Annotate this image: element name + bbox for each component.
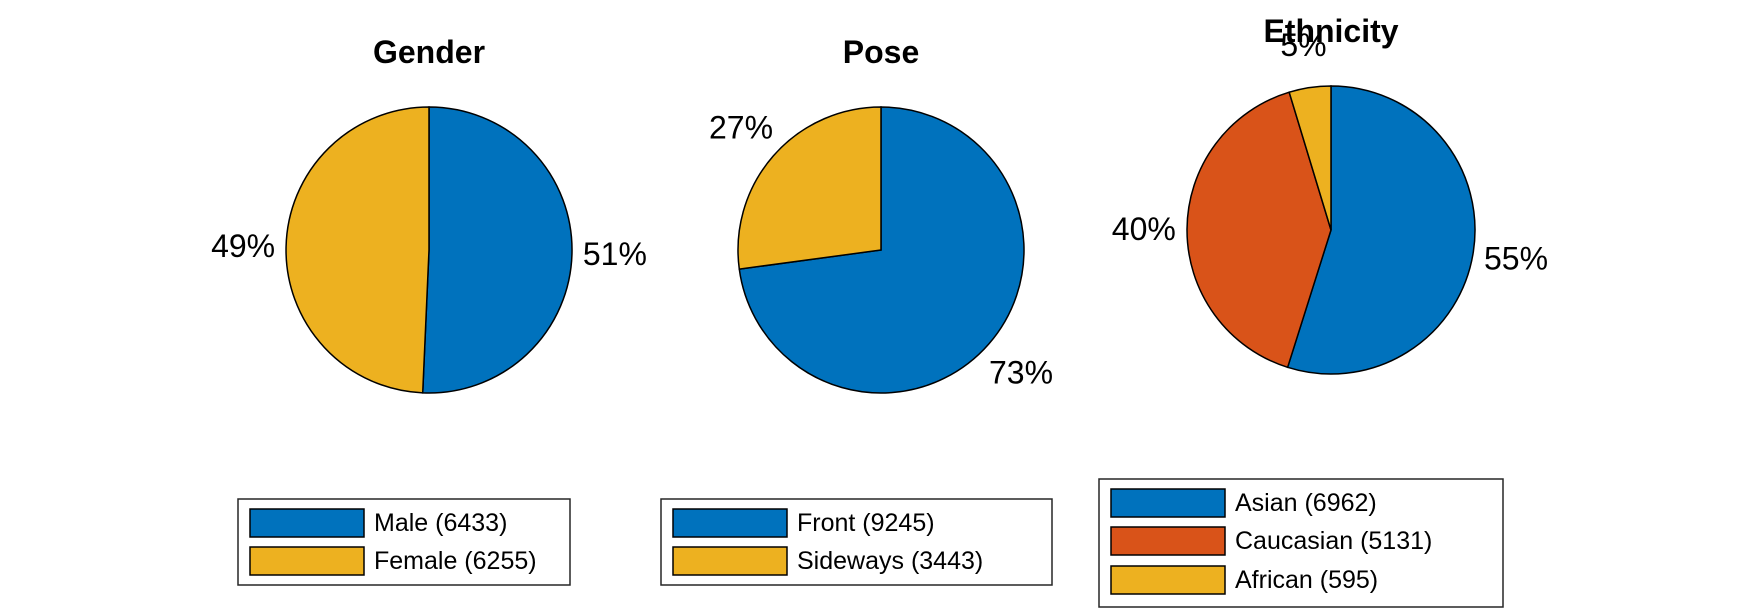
legend-swatch-ethnicity-african: [1110, 565, 1226, 595]
legend-label-ethnicity-caucasian: Caucasian (5131): [1235, 527, 1432, 555]
percent-label-pose-sideways: 27%: [709, 110, 773, 146]
pie-slice-gender-male: [421, 106, 573, 394]
legend-label-gender-female: Female (6255): [374, 547, 537, 575]
legend-label-gender-male: Male (6433): [374, 509, 507, 537]
legend-ethnicity: Asian (6962) Caucasian (5131) African (595…: [1098, 478, 1504, 608]
pie-slice-ethnicity-african: [1288, 85, 1332, 231]
legend-swatch-pose-front: [672, 508, 788, 538]
percent-label-gender-male: 51%: [583, 236, 647, 272]
chart-title-pose: Pose: [843, 34, 919, 70]
chart-pose: Pose 73% 27% Front (9245) Sideways (3443): [660, 34, 1053, 586]
legend-swatch-gender-male: [249, 508, 365, 538]
legend-swatch-gender-female: [249, 546, 365, 576]
legend-pose: Front (9245) Sideways (3443): [660, 498, 1053, 586]
pie-slice-pose-sideways: [737, 106, 882, 270]
legend-swatch-ethnicity-asian: [1110, 488, 1226, 518]
legend-swatch-ethnicity-caucasian: [1110, 526, 1226, 556]
pie-slice-ethnicity-asian: [1286, 85, 1476, 375]
pie-slice-ethnicity-caucasian: [1186, 91, 1332, 369]
legend-label-pose-front: Front (9245): [797, 509, 935, 537]
percent-label-ethnicity-caucasian: 40%: [1112, 211, 1176, 247]
percent-label-pose-front: 73%: [989, 354, 1053, 390]
legend-label-ethnicity-african: African (595): [1235, 566, 1378, 594]
percent-label-gender-female: 49%: [211, 228, 275, 264]
percent-label-ethnicity-asian: 55%: [1484, 241, 1548, 277]
legend-label-pose-sideways: Sideways (3443): [797, 547, 983, 575]
percent-label-ethnicity-african: 5%: [1280, 27, 1326, 63]
legend-label-ethnicity-asian: Asian (6962): [1235, 489, 1377, 517]
pie-slice-gender-female: [285, 106, 430, 394]
chart-title-ethnicity: Ethnicity: [1263, 13, 1398, 49]
legend-swatch-pose-sideways: [672, 546, 788, 576]
chart-title-gender: Gender: [373, 34, 485, 70]
chart-ethnicity: Ethnicity 55% 40% 5% Asian (6962) Caucasian (…: [1098, 13, 1548, 608]
legend-gender: Male (6433) Female (6255): [237, 498, 571, 586]
chart-gender: Gender 51% 49% Male (6433) Female (6255): [211, 34, 647, 586]
